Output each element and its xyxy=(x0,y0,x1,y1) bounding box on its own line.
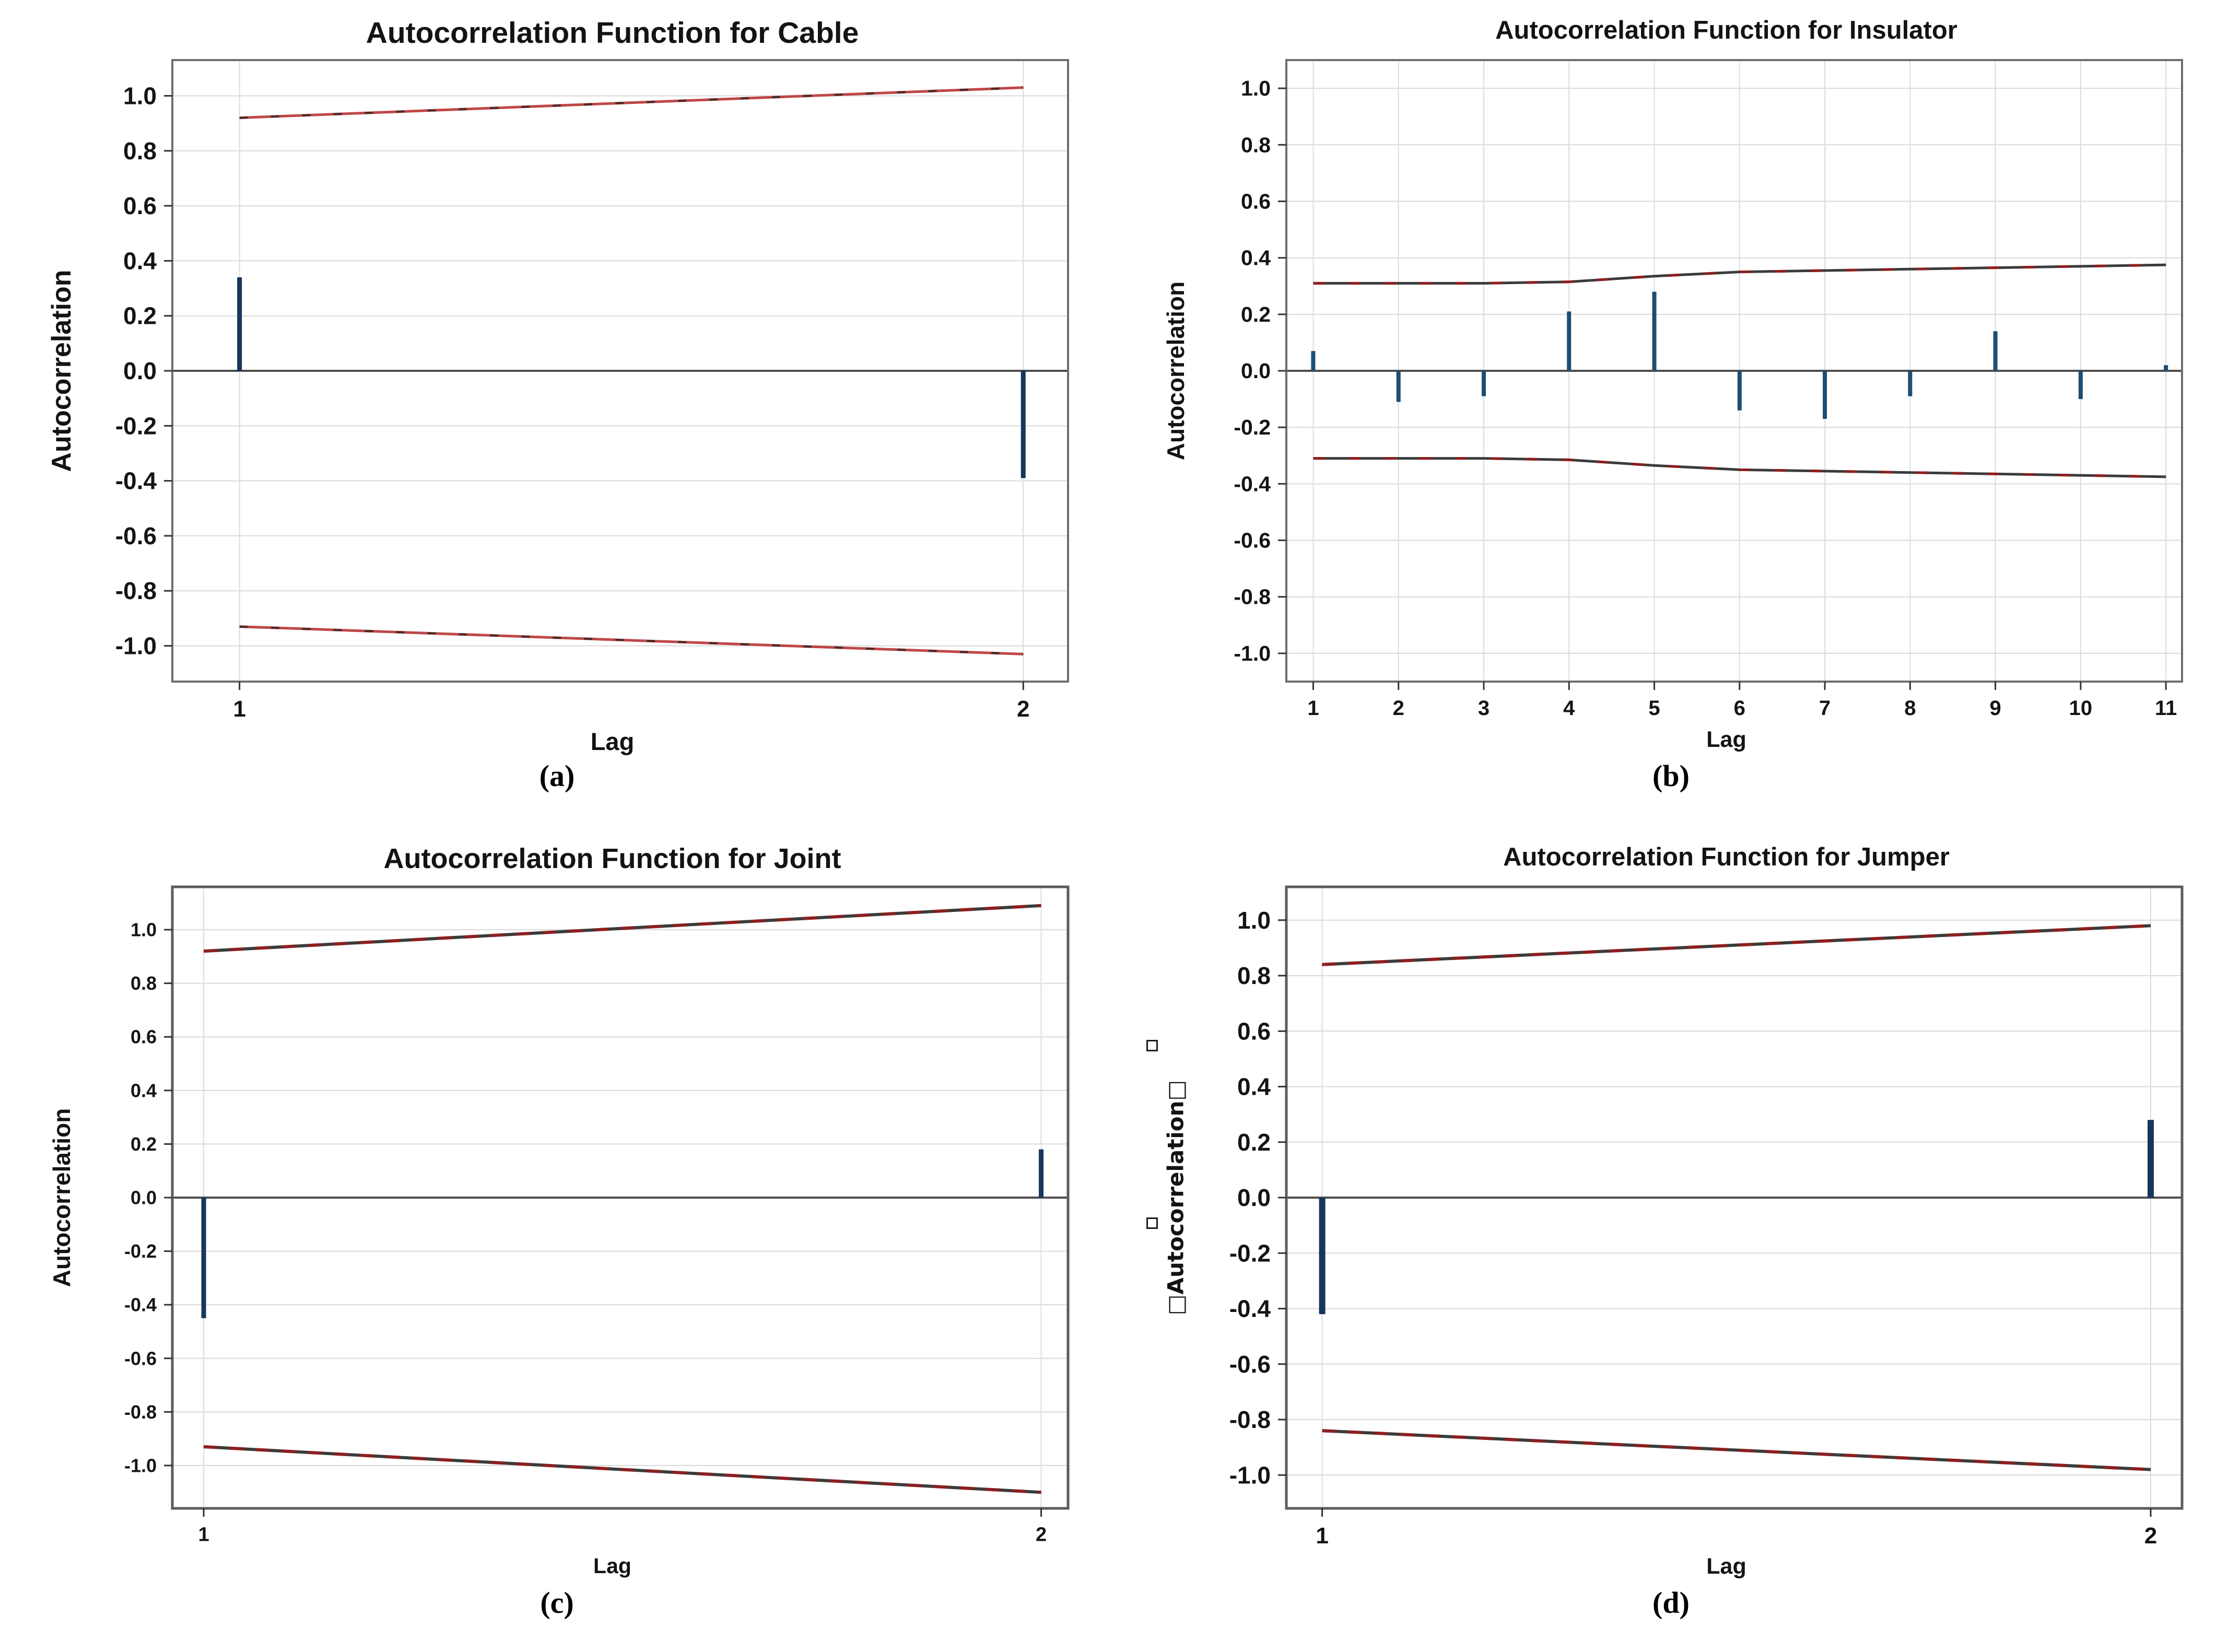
acf-chart-joint: 1.0 0.8 0.6 0.4 0.2 0.0 -0.2 -0.4 -0.6 -0.8 -1.0 1 2 xyxy=(124,885,1070,1545)
svg-text:0.8: 0.8 xyxy=(1241,133,1271,157)
svg-text:9: 9 xyxy=(1989,697,2001,720)
svg-text:3: 3 xyxy=(1478,697,1490,720)
svg-text:11: 11 xyxy=(2155,697,2177,720)
svg-text:8: 8 xyxy=(1904,697,1916,720)
svg-text:0.6: 0.6 xyxy=(1241,189,1271,213)
y-axis-label-joint: Autocorrelation xyxy=(48,1108,75,1287)
svg-text:2: 2 xyxy=(1393,697,1404,720)
acf-chart-jumper: 1.0 0.8 0.6 0.4 0.2 0.0 -0.2 -0.4 -0.6 -0.8 -1.0 1 2 xyxy=(1229,885,2184,1549)
svg-text:-1.0: -1.0 xyxy=(124,1455,157,1476)
svg-text:0.2: 0.2 xyxy=(1237,1129,1271,1156)
chart-title-joint: Autocorrelation Function for Joint xyxy=(383,843,841,874)
x-axis-label-cable: Lag xyxy=(590,728,635,755)
svg-text:-0.6: -0.6 xyxy=(124,1348,157,1369)
svg-text:0.2: 0.2 xyxy=(131,1133,157,1155)
panel-caption-a: (a) xyxy=(539,759,575,793)
panel-caption-c: (c) xyxy=(540,1586,574,1620)
svg-text:2: 2 xyxy=(2144,1523,2157,1549)
chart-title-cable: Autocorrelation Function for Cable xyxy=(366,16,859,50)
x-axis-label-joint: Lag xyxy=(593,1554,631,1578)
svg-text:-0.8: -0.8 xyxy=(1234,585,1271,609)
svg-text:-0.4: -0.4 xyxy=(115,467,157,495)
svg-text:0.6: 0.6 xyxy=(1237,1017,1271,1045)
svg-text:2: 2 xyxy=(1017,696,1029,722)
svg-text:5: 5 xyxy=(1648,697,1660,720)
svg-text:1: 1 xyxy=(1316,1523,1328,1549)
y-axis-label-cable: Autocorrelation xyxy=(46,270,77,472)
svg-text:0.8: 0.8 xyxy=(131,973,157,994)
svg-text:1: 1 xyxy=(233,696,245,722)
panel-caption-b: (b) xyxy=(1652,759,1690,793)
acf-panel-joint: 1.0 0.8 0.6 0.4 0.2 0.0 -0.2 -0.4 -0.6 -0.8 -1.0 1 2… xyxy=(0,827,1114,1652)
x-axis-label-insulator: Lag xyxy=(1706,727,1746,752)
svg-text:2: 2 xyxy=(1036,1524,1047,1545)
svg-text:-0.2: -0.2 xyxy=(1234,415,1271,439)
svg-text:-0.2: -0.2 xyxy=(124,1240,157,1262)
y-axis-label-jumper: □Autocorrelation□ xyxy=(1163,1080,1189,1316)
svg-text:-0.8: -0.8 xyxy=(1229,1406,1271,1433)
svg-text:0.0: 0.0 xyxy=(123,357,157,384)
svg-text:4: 4 xyxy=(1563,697,1575,720)
svg-text:1: 1 xyxy=(198,1524,209,1545)
svg-text:0.4: 0.4 xyxy=(1241,246,1271,270)
svg-text:0.8: 0.8 xyxy=(1237,962,1271,989)
svg-text:-0.4: -0.4 xyxy=(124,1294,157,1316)
svg-text:0.0: 0.0 xyxy=(1237,1184,1271,1211)
svg-text:0.6: 0.6 xyxy=(131,1026,157,1048)
svg-text:1: 1 xyxy=(1307,697,1319,720)
svg-text:-0.2: -0.2 xyxy=(1229,1239,1271,1267)
svg-text:0.0: 0.0 xyxy=(131,1187,157,1209)
svg-text:0.4: 0.4 xyxy=(131,1080,157,1101)
svg-text:0.8: 0.8 xyxy=(123,137,157,165)
acf-panel-jumper: 1.0 0.8 0.6 0.4 0.2 0.0 -0.2 -0.4 -0.6 -0.8 -1.0 1 2… xyxy=(1114,827,2228,1652)
svg-text:0.2: 0.2 xyxy=(123,302,157,330)
svg-text:7: 7 xyxy=(1819,697,1831,720)
svg-text:-0.8: -0.8 xyxy=(115,577,157,604)
chart-title-insulator: Autocorrelation Function for Insulator xyxy=(1495,16,1957,44)
acf-chart-cable: 1.0 0.8 0.6 0.4 0.2 0.0 -0.2 -0.4 -0.6 -0.8 -1.0 1 2 xyxy=(115,59,1069,722)
svg-text:1.0: 1.0 xyxy=(1237,907,1271,934)
svg-text:1.0: 1.0 xyxy=(1241,76,1271,100)
x-axis-label-jumper: Lag xyxy=(1706,1554,1746,1579)
svg-text:0.0: 0.0 xyxy=(1241,359,1271,383)
svg-text:-1.0: -1.0 xyxy=(1234,641,1271,665)
y-axis-label-insulator: Autocorrelation xyxy=(1162,281,1189,461)
panel-caption-d: (d) xyxy=(1652,1586,1690,1620)
acf-chart-insulator: 1.0 0.8 0.6 0.4 0.2 0.0 -0.2 -0.4 -0.6 -0.8 -1.0 1 2… xyxy=(1234,59,2183,720)
chart-title-jumper: Autocorrelation Function for Jumper xyxy=(1503,843,1950,871)
acf-panel-insulator: 1.0 0.8 0.6 0.4 0.2 0.0 -0.2 -0.4 -0.6 -0.8 -1.0 1 2… xyxy=(1114,0,2228,825)
svg-text:-0.4: -0.4 xyxy=(1229,1295,1271,1322)
svg-text:0.2: 0.2 xyxy=(1241,302,1271,326)
svg-text:-0.6: -0.6 xyxy=(115,522,157,549)
svg-text:6: 6 xyxy=(1734,697,1745,720)
svg-text:10: 10 xyxy=(2069,697,2093,720)
missing-glyph-square xyxy=(1146,1040,1158,1051)
svg-text:-0.6: -0.6 xyxy=(1234,529,1271,553)
svg-text:0.4: 0.4 xyxy=(1237,1073,1271,1100)
svg-text:1.0: 1.0 xyxy=(131,919,157,941)
svg-text:-0.2: -0.2 xyxy=(115,412,157,439)
svg-text:1.0: 1.0 xyxy=(123,82,157,109)
svg-text:0.6: 0.6 xyxy=(123,192,157,219)
acf-panel-cable: 1.0 0.8 0.6 0.4 0.2 0.0 -0.2 -0.4 -0.6 -0.8 -1.0 1 2… xyxy=(0,0,1114,825)
svg-text:0.4: 0.4 xyxy=(123,247,157,274)
svg-text:-0.4: -0.4 xyxy=(1234,472,1271,496)
missing-glyph-square xyxy=(1146,1217,1158,1229)
svg-text:-1.0: -1.0 xyxy=(115,632,157,660)
svg-text:-0.6: -0.6 xyxy=(1229,1351,1271,1378)
svg-text:-0.8: -0.8 xyxy=(124,1401,157,1423)
svg-text:-1.0: -1.0 xyxy=(1229,1461,1271,1489)
